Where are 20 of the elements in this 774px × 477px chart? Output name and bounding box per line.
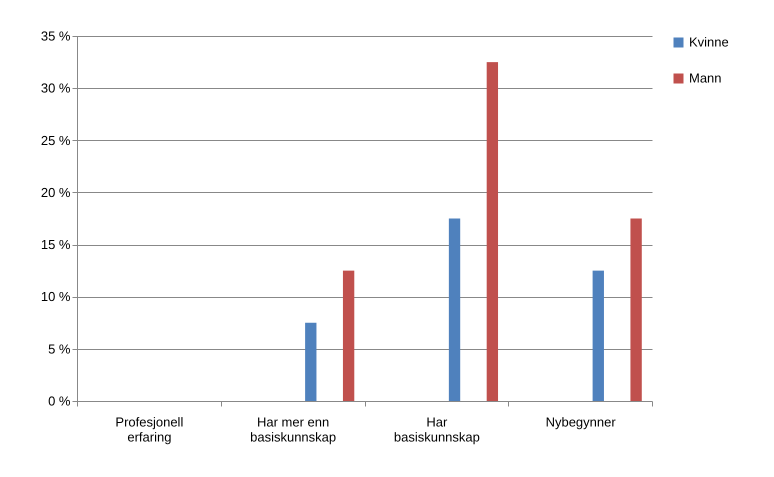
x-tick-label: Nybegynner	[546, 414, 616, 430]
bar	[592, 270, 604, 401]
y-tick-label: 10 %	[40, 289, 71, 304]
legend-label: Kvinne	[689, 34, 729, 50]
y-tick-label: 0 %	[48, 394, 71, 408]
y-tick-label: 35 %	[40, 28, 71, 44]
bar	[630, 218, 642, 401]
y-tick-label: 15 %	[40, 237, 71, 252]
legend-label: Mann	[689, 70, 722, 86]
y-tick-label: 20 %	[40, 184, 71, 200]
y-tick-label: 30 %	[40, 80, 71, 96]
x-tick-label: Har basiskunnskap	[394, 414, 480, 444]
x-tick-label: Profesjonell erfaring	[115, 414, 184, 444]
bar	[448, 218, 460, 401]
y-tick-label: 25 %	[40, 132, 71, 148]
bar	[486, 62, 498, 401]
bar	[342, 270, 354, 401]
y-tick-label: 5 %	[48, 341, 71, 356]
bar	[305, 322, 316, 401]
x-tick-label: Har mer enn basiskunnskap	[250, 414, 336, 444]
